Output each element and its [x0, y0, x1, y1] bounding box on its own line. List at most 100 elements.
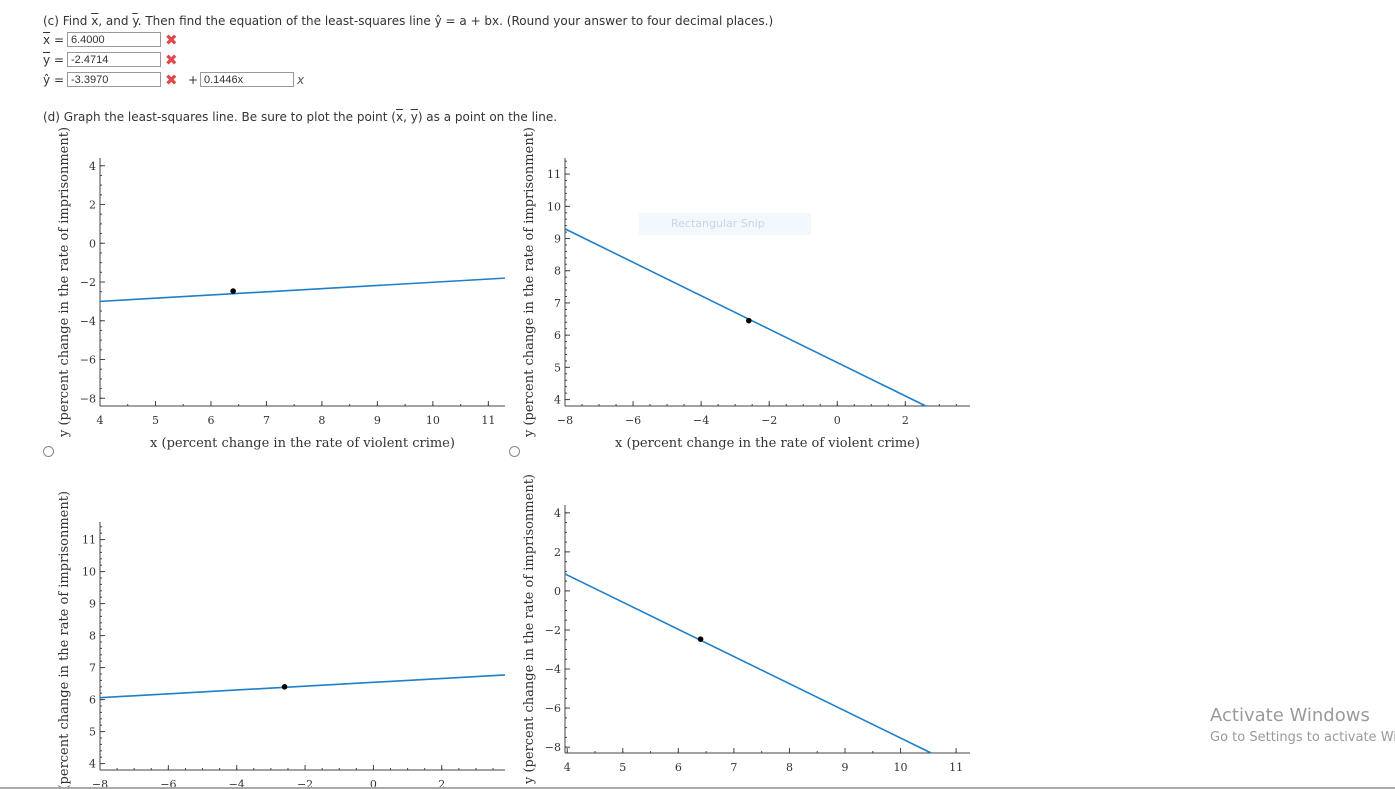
ybar-symbol: y	[132, 14, 138, 28]
least-squares-line	[99, 277, 506, 303]
x-tick-label: −2	[297, 778, 313, 789]
x-tick-label: 5	[619, 761, 626, 774]
y-tick-label: 2	[89, 199, 96, 212]
b-input[interactable]: 0.1446x	[200, 72, 294, 87]
x-tick-label: 7	[263, 414, 270, 427]
chart-2: −8 −6 −4 −2 0 2 4 5 6 7 8 9 10 11 x (percent change in…	[522, 127, 970, 451]
q-text: (c) Find	[43, 14, 92, 28]
y-tick-label: 7	[554, 297, 561, 310]
chart-1: 4 5 6 7 8 9 10 11 −8 −6 −4 −2 0 2 4 x (percent change i…	[57, 127, 506, 451]
x-tick-label: 9	[842, 761, 849, 774]
y-tick-label: 6	[554, 329, 561, 342]
y-tick-label: 4	[554, 394, 561, 407]
part-c-question: (c) Find x, and y. Then find the equatio…	[43, 14, 773, 28]
ybar-label: y =	[43, 53, 64, 67]
activate-windows-title: Activate Windows	[1210, 705, 1370, 726]
y-tick-label: 6	[89, 694, 96, 707]
y-tick-label: 4	[554, 507, 561, 520]
y-tick-label: 11	[547, 168, 561, 181]
xbar-symbol: x	[91, 14, 99, 28]
y-axis-label: y (percent change in the rate of impriso…	[57, 491, 72, 789]
xbar-label: x =	[43, 33, 64, 47]
x-tick-label: 7	[730, 761, 737, 774]
x-tick-label: −8	[557, 414, 573, 427]
q-text: , and	[98, 14, 133, 28]
x-tick-label: −6	[625, 414, 641, 427]
y-tick-label: 8	[554, 265, 561, 278]
yhat-label: ŷ =	[43, 73, 64, 87]
y-tick-label: 5	[89, 726, 96, 739]
y-axis-label: y (percent change in the rate of impriso…	[522, 127, 537, 438]
x-tick-label: −4	[229, 778, 245, 789]
x-tick-label: −2	[761, 414, 777, 427]
y-tick-label: 10	[82, 566, 96, 579]
x-tick-label: 4	[564, 761, 571, 774]
incorrect-x-mark-icon: ✖	[165, 71, 178, 89]
y-tick-label: −4	[80, 315, 96, 328]
y-tick-label: −2	[545, 624, 561, 637]
least-squares-line	[564, 573, 932, 754]
x-tick-label: 11	[949, 761, 963, 774]
x-suffix: x	[297, 73, 305, 87]
x-tick-label: 10	[426, 414, 440, 427]
y-tick-label: 0	[554, 585, 561, 598]
x-tick-label: −8	[92, 778, 108, 789]
y-tick-label: 10	[547, 200, 561, 213]
y-tick-label: 9	[554, 233, 561, 246]
y-tick-label: −4	[545, 663, 561, 676]
y-tick-label: 7	[89, 662, 96, 675]
a-input[interactable]: -3.3970	[67, 72, 161, 87]
x-tick-label: 6	[675, 761, 682, 774]
xbar-input[interactable]: 6.4000	[67, 32, 161, 47]
y-axis-label: y (percent change in the rate of impriso…	[522, 474, 537, 785]
x-axis-label: x (percent change in the rate of violent…	[615, 436, 920, 451]
incorrect-x-mark-icon: ✖	[165, 31, 178, 49]
bottom-divider	[0, 787, 1395, 789]
x-tick-label: 4	[97, 414, 104, 427]
ybar-input[interactable]: -2.4714	[67, 52, 161, 67]
incorrect-x-mark-icon: ✖	[165, 51, 178, 69]
y-tick-label: 0	[89, 237, 96, 250]
y-tick-label: 5	[554, 361, 561, 374]
y-tick-label: 2	[554, 546, 561, 559]
mean-point	[281, 684, 288, 690]
chart-3: −8 −6 −4 −2 0 2 4 5 6 7 8 9 10 11 y (percent change in…	[57, 491, 506, 789]
x-tick-label: 2	[438, 778, 445, 789]
y-tick-label: 4	[89, 758, 96, 771]
y-tick-label: −6	[80, 354, 96, 367]
graph-option-2-radio[interactable]	[509, 446, 520, 457]
x-tick-label: 6	[207, 414, 214, 427]
x-tick-label: 8	[786, 761, 793, 774]
x-tick-label: 5	[152, 414, 159, 427]
least-squares-line	[99, 674, 506, 699]
x-tick-label: −4	[693, 414, 709, 427]
q-text: . Then find the equation of the least-sq…	[137, 14, 774, 28]
x-tick-label: 11	[481, 414, 495, 427]
mean-point	[745, 317, 752, 324]
chart-4: 4 5 6 7 8 9 10 11 −8 −6 −4 −2 0 2 4 y (percent change i…	[522, 474, 970, 785]
y-tick-label: −2	[80, 276, 96, 289]
x-tick-label: 9	[374, 414, 381, 427]
graph-option-1-radio[interactable]	[43, 446, 54, 457]
y-tick-label: 11	[82, 534, 96, 547]
y-tick-label: −6	[545, 702, 561, 715]
x-tick-label: 8	[318, 414, 325, 427]
part-d-question: (d) Graph the least-squares line. Be sur…	[43, 110, 558, 124]
x-tick-label: 0	[370, 778, 377, 789]
x-tick-label: −6	[160, 778, 176, 789]
y-tick-label: −8	[80, 392, 96, 405]
y-tick-label: 8	[89, 630, 96, 643]
x-tick-label: 2	[902, 414, 909, 427]
plus-sign: +	[188, 73, 199, 87]
y-tick-label: 9	[89, 598, 96, 611]
y-axis-label: y (percent change in the rate of impriso…	[57, 127, 72, 438]
mean-point	[230, 288, 236, 294]
rectangular-snip-overlay: Rectangular Snip	[639, 213, 811, 235]
y-tick-label: −8	[545, 741, 561, 754]
x-tick-label: 0	[834, 414, 841, 427]
mean-point	[697, 636, 704, 642]
x-axis-label: x (percent change in the rate of violent…	[150, 436, 455, 451]
y-tick-label: 4	[89, 160, 96, 173]
activate-windows-subtitle: Go to Settings to activate Windows.	[1210, 730, 1395, 745]
